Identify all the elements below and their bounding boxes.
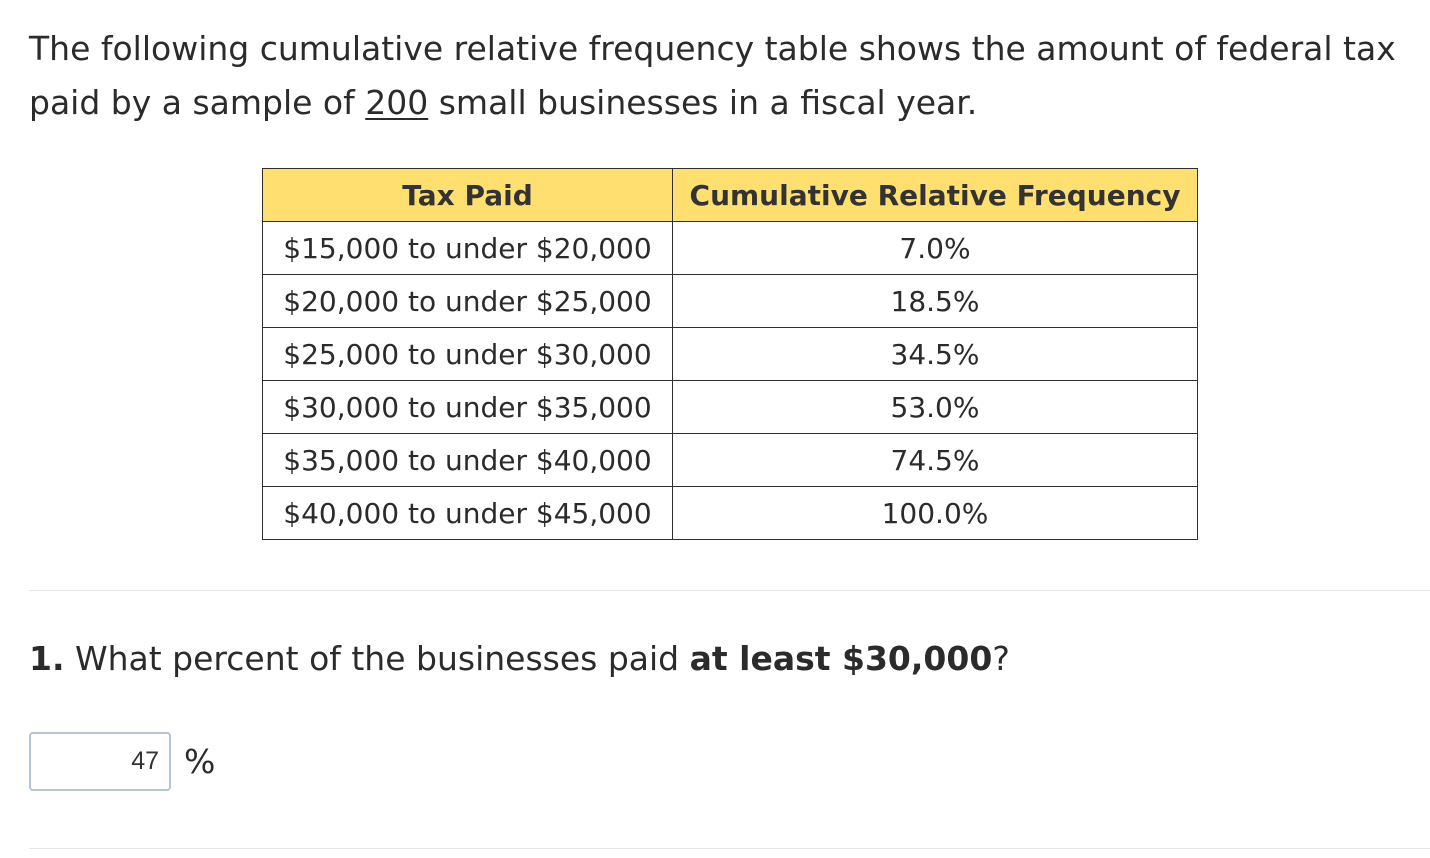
question-text-after: ? <box>992 639 1010 678</box>
frequency-cell: 53.0% <box>672 380 1198 434</box>
table-row: $20,000 to under $25,000 18.5% <box>262 274 1198 328</box>
table-row: $30,000 to under $35,000 53.0% <box>262 380 1198 434</box>
table-row: $25,000 to under $30,000 34.5% <box>262 327 1198 381</box>
tax-range-cell: $30,000 to under $35,000 <box>262 380 673 434</box>
table-row: $35,000 to under $40,000 74.5% <box>262 433 1198 487</box>
intro-text-after: small businesses in a fiscal year. <box>428 83 978 122</box>
tax-range-cell: $35,000 to under $40,000 <box>262 433 673 487</box>
question-text-before: What percent of the businesses paid <box>64 639 690 678</box>
frequency-cell: 100.0% <box>672 486 1198 540</box>
problem-intro: The following cumulative relative freque… <box>29 22 1409 130</box>
header-cumulative-frequency: Cumulative Relative Frequency <box>672 168 1198 222</box>
table-header-row: Tax Paid Cumulative Relative Frequency <box>262 168 1198 222</box>
cumulative-frequency-table: Tax Paid Cumulative Relative Frequency $… <box>262 168 1198 540</box>
percent-unit: % <box>184 742 216 781</box>
header-tax-paid: Tax Paid <box>262 168 673 222</box>
tax-range-cell: $20,000 to under $25,000 <box>262 274 673 328</box>
tax-range-cell: $40,000 to under $45,000 <box>262 486 673 540</box>
question-1: 1. What percent of the businesses paid a… <box>29 632 1010 686</box>
frequency-cell: 34.5% <box>672 327 1198 381</box>
question-number: 1. <box>29 639 65 678</box>
tax-range-cell: $25,000 to under $30,000 <box>262 327 673 381</box>
question-emphasis: at least $30,000 <box>689 639 993 678</box>
section-divider <box>29 590 1430 591</box>
section-divider-bottom <box>29 848 1430 849</box>
frequency-cell: 74.5% <box>672 433 1198 487</box>
table-row: $40,000 to under $45,000 100.0% <box>262 486 1198 540</box>
sample-size: 200 <box>365 83 429 122</box>
table-row: $15,000 to under $20,000 7.0% <box>262 221 1198 275</box>
answer-input[interactable] <box>29 732 171 791</box>
tax-range-cell: $15,000 to under $20,000 <box>262 221 673 275</box>
frequency-cell: 18.5% <box>672 274 1198 328</box>
frequency-cell: 7.0% <box>672 221 1198 275</box>
intro-text-before: The following cumulative relative freque… <box>29 29 1396 122</box>
